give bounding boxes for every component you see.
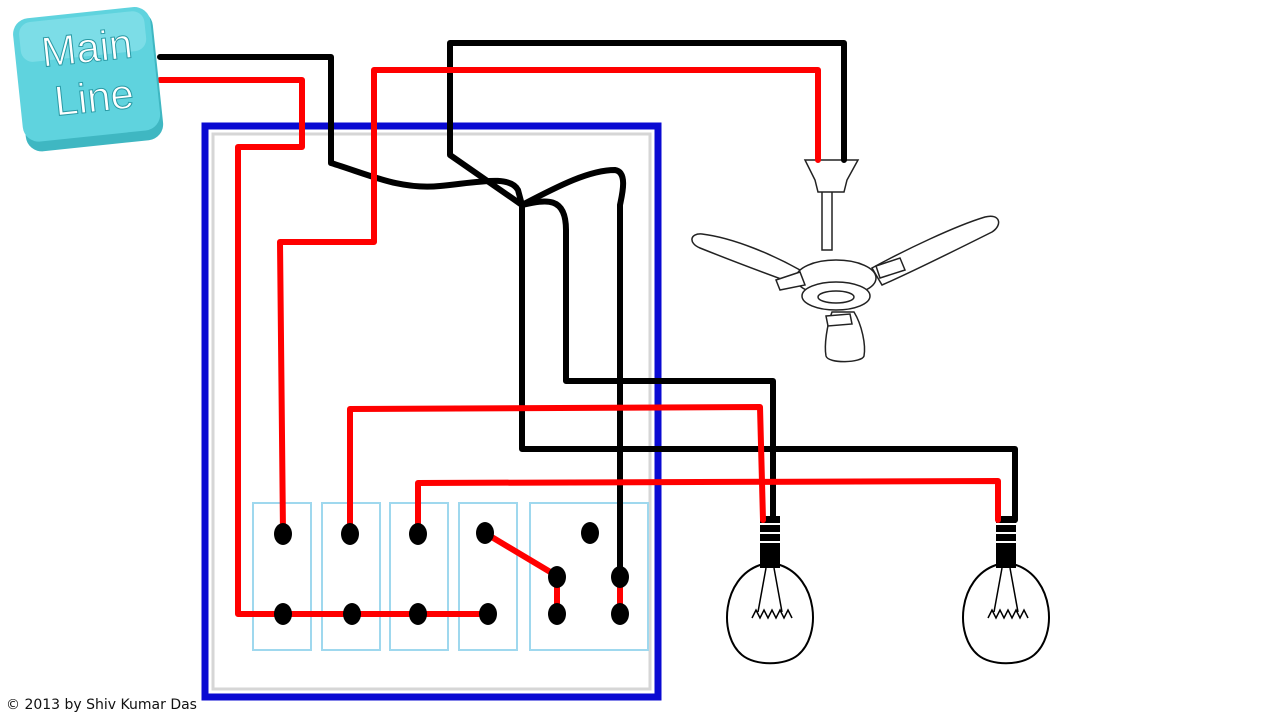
neutral-fan [447,40,847,208]
switch-4[interactable] [458,502,518,651]
terminal [476,522,494,544]
switchboard [201,122,662,701]
neutral-loop [519,167,627,581]
terminal [611,603,629,625]
main-line-badge: Main Line [13,7,164,152]
terminal [581,522,599,544]
live-main [157,77,491,617]
bulb-1 [726,516,814,665]
terminal [343,603,361,625]
terminal [274,603,292,625]
terminal [548,566,566,588]
main-line-label-1: Main [39,20,134,76]
terminal [341,523,359,545]
bulb-2 [962,516,1050,665]
socket[interactable] [529,502,649,651]
copyright-text: © 2013 by Shiv Kumar Das [6,697,197,713]
terminal [409,603,427,625]
switch-terminals [274,522,629,625]
neutral-wires [157,40,1018,581]
live-fan [277,67,821,536]
neutral-bulb-2 [519,202,1018,523]
live-bulb-1 [347,404,766,536]
live-socket-1 [482,530,560,618]
terminal [409,523,427,545]
terminal [611,566,629,588]
terminal [274,523,292,545]
live-bulb-2 [415,478,1001,536]
terminal [479,603,497,625]
neutral-main [157,54,525,208]
neutral-bulb-1 [519,198,776,523]
terminal [548,603,566,625]
main-line-label-2: Line [52,70,136,125]
ceiling-fan [691,159,1000,363]
